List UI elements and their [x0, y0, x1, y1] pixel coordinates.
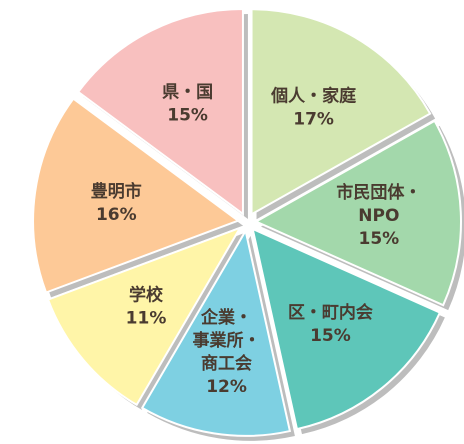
slice-label: 県・国 — [162, 83, 213, 103]
slice-label: 個人・家庭 — [270, 86, 356, 107]
slices — [32, 7, 462, 437]
slice — [140, 228, 292, 437]
slice-label: 豊明市 — [91, 181, 142, 202]
slice — [46, 225, 243, 407]
slice-label: 市民団体・ — [336, 182, 421, 203]
slice-label: 企業・ — [200, 307, 252, 328]
slice-label: 区・町内会 — [288, 302, 373, 323]
slice — [32, 97, 241, 294]
value-label: 15% — [359, 229, 400, 249]
value-label: 17% — [293, 110, 334, 130]
value-label: 16% — [96, 205, 137, 225]
slice — [251, 227, 442, 431]
value-label: 15% — [310, 326, 351, 346]
slice-label: 事業所・ — [193, 330, 261, 351]
slice — [76, 7, 244, 216]
value-label: 15% — [167, 106, 208, 126]
value-label: 11% — [126, 309, 167, 329]
slice-label: 学校 — [129, 285, 164, 306]
slice-label: NPO — [358, 206, 399, 226]
slice — [253, 119, 462, 307]
slice-label: 商工会 — [201, 353, 252, 374]
value-label: 12% — [206, 377, 247, 397]
slice — [250, 8, 432, 216]
